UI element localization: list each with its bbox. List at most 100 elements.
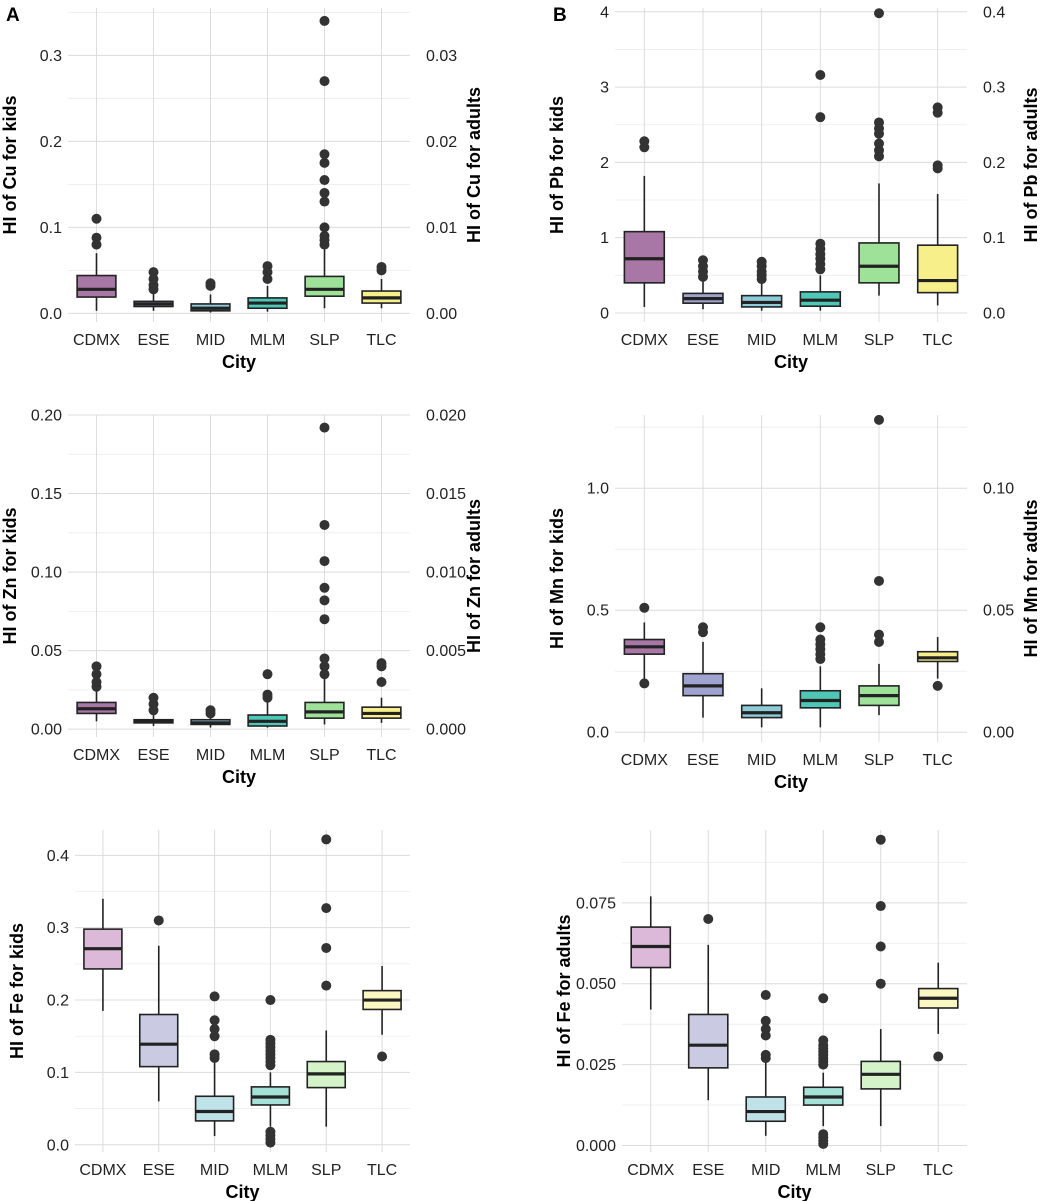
outlier-point bbox=[148, 692, 159, 703]
outlier-point bbox=[377, 1051, 388, 1062]
cu-ytick-right-label: 0.01 bbox=[426, 220, 457, 237]
outlier-point bbox=[91, 669, 102, 680]
outlier-point bbox=[205, 705, 216, 716]
outlier-point bbox=[698, 255, 708, 266]
zn-ytick-right-label: 0.020 bbox=[426, 408, 466, 425]
outlier-point bbox=[262, 273, 273, 284]
outlier-point bbox=[760, 1024, 771, 1035]
box-slp bbox=[860, 834, 902, 1127]
pb-y-axis-right-title: HI of Pb for adults bbox=[1021, 88, 1041, 243]
box-ese bbox=[133, 692, 174, 727]
box-slp bbox=[306, 834, 347, 1127]
fe_adults-grid bbox=[622, 830, 967, 1152]
outlier-point bbox=[319, 187, 330, 198]
xtick-slp: SLP bbox=[864, 332, 894, 349]
outlier-point bbox=[933, 1051, 944, 1062]
outlier-point bbox=[91, 213, 102, 224]
box-mid bbox=[190, 278, 231, 313]
chart-cu: 0.0 0.1 0.2 0.3 0.00 0.01 0.02 0.03 CDMX ESE MID ML… bbox=[0, 8, 484, 372]
iqr-box bbox=[138, 1013, 179, 1068]
fe_adults-y-axis-title: HI of Fe for adults bbox=[554, 915, 574, 1068]
mn-x-axis-title: City bbox=[774, 772, 808, 792]
fe_kids-ytick-label: 0.2 bbox=[47, 993, 69, 1010]
xtick-mid: MID bbox=[200, 1162, 229, 1179]
zn-ytick-label: 0.15 bbox=[31, 486, 62, 503]
cu-grid bbox=[68, 8, 410, 322]
outlier-point bbox=[262, 669, 273, 680]
outlier-point bbox=[815, 70, 826, 81]
fe_kids-ytick-label: 0.4 bbox=[47, 848, 69, 865]
outlier-point bbox=[932, 680, 943, 691]
outlier-point bbox=[321, 834, 332, 845]
cu-y-axis-title: HI of Cu for kids bbox=[0, 96, 20, 235]
outlier-point bbox=[875, 901, 886, 912]
outlier-point bbox=[376, 677, 387, 688]
fe_kids-y-axis-title: HI of Fe for kids bbox=[7, 923, 27, 1059]
box-tlc bbox=[916, 102, 959, 306]
xtick-tlc: TLC bbox=[366, 747, 396, 764]
box-mid bbox=[745, 990, 787, 1136]
box-cdmx bbox=[83, 898, 123, 1011]
mn-y-axis-title: HI of Mn for kids bbox=[547, 508, 567, 649]
xtick-tlc: TLC bbox=[923, 1162, 953, 1179]
outlier-point bbox=[265, 1034, 276, 1045]
box-tlc bbox=[361, 261, 402, 309]
xtick-ese: ESE bbox=[687, 332, 719, 349]
zn-x-axis-title: City bbox=[222, 767, 256, 787]
pb-ytick-right-label: 0.4 bbox=[983, 4, 1005, 21]
box-cdmx bbox=[76, 213, 117, 311]
xtick-mlm: MLM bbox=[250, 332, 286, 349]
outlier-point bbox=[209, 991, 220, 1002]
outlier-point bbox=[148, 267, 159, 278]
outlier-point bbox=[321, 942, 332, 953]
outlier-point bbox=[874, 117, 884, 128]
xtick-ese: ESE bbox=[137, 747, 169, 764]
box-mid bbox=[740, 688, 783, 728]
outlier-point bbox=[874, 414, 884, 425]
outlier-point bbox=[874, 8, 884, 19]
mn-y-axis-right-title: HI of Mn for adults bbox=[1021, 500, 1041, 658]
zn-ytick-right-label: 0.015 bbox=[426, 486, 466, 503]
xtick-cdmx: CDMX bbox=[621, 752, 668, 769]
outlier-point bbox=[639, 136, 650, 147]
outlier-point bbox=[815, 634, 826, 645]
zn-ytick-right-label: 0.000 bbox=[426, 722, 466, 739]
xtick-mid: MID bbox=[747, 332, 776, 349]
zn-ytick-label: 0.00 bbox=[31, 722, 62, 739]
outlier-point bbox=[319, 76, 330, 87]
outlier-point bbox=[815, 622, 826, 633]
fe_adults-ytick-label: 0.025 bbox=[576, 1057, 616, 1074]
pb-ytick-label: 2 bbox=[600, 155, 609, 172]
chart-fe-adults: 0.000 0.025 0.050 0.075 CDMX ESE MID MLM SLP TLC C… bbox=[554, 830, 967, 1201]
outlier-point bbox=[319, 582, 330, 593]
xtick-mlm: MLM bbox=[803, 752, 839, 769]
pb-ytick-label: 1 bbox=[600, 230, 609, 247]
cu-ytick-label: 0.1 bbox=[40, 220, 62, 237]
outlier-point bbox=[703, 913, 714, 924]
outlier-point bbox=[265, 995, 276, 1006]
outlier-point bbox=[319, 669, 330, 680]
xtick-cdmx: CDMX bbox=[621, 332, 668, 349]
box-cdmx bbox=[623, 136, 666, 307]
zn-ytick-label: 0.10 bbox=[31, 565, 62, 582]
xtick-mid: MID bbox=[751, 1162, 780, 1179]
outlier-point bbox=[818, 1129, 829, 1140]
zn-ytick-label: 0.20 bbox=[31, 408, 62, 425]
outlier-point bbox=[376, 261, 387, 272]
pb-ytick-right-label: 0.2 bbox=[983, 155, 1005, 172]
box-mlm bbox=[799, 622, 842, 728]
iqr-box bbox=[194, 1095, 235, 1122]
box-mlm bbox=[250, 995, 291, 1148]
fe_adults-ytick-label: 0.075 bbox=[576, 895, 616, 912]
outlier-point bbox=[91, 661, 102, 672]
box-tlc bbox=[917, 962, 959, 1062]
xtick-slp: SLP bbox=[309, 332, 339, 349]
outlier-point bbox=[874, 636, 884, 647]
fe_adults-x-axis-title: City bbox=[777, 1182, 811, 1201]
iqr-box bbox=[304, 275, 345, 297]
fe_adults-ytick-label: 0.000 bbox=[576, 1138, 616, 1155]
xtick-mlm: MLM bbox=[250, 747, 286, 764]
fe_kids-ytick-label: 0.0 bbox=[47, 1137, 69, 1154]
xtick-cdmx: CDMX bbox=[79, 1162, 126, 1179]
